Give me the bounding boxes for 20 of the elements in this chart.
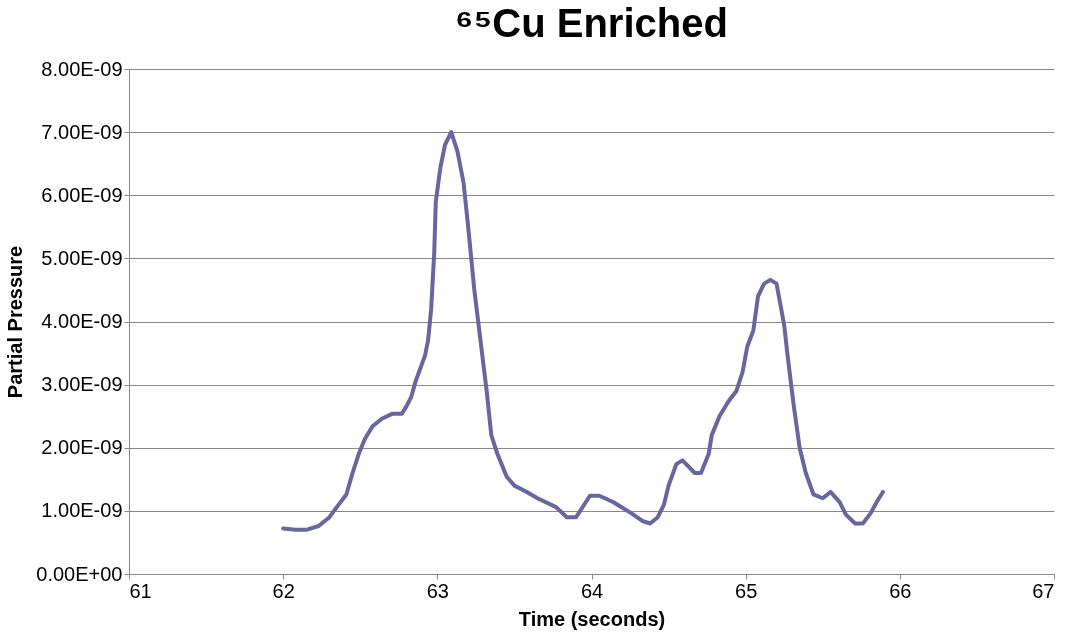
line-series: [281, 130, 885, 532]
y-tick-label: 8.00E-09: [41, 57, 123, 80]
x-tick-label: 66: [889, 579, 912, 602]
y-tick-label: 2.00E-09: [41, 436, 123, 459]
x-tick-label: 65: [735, 579, 758, 602]
y-tick-label: 3.00E-09: [41, 373, 123, 396]
x-tick-label: 61: [129, 579, 152, 602]
y-tick-label: 7.00E-09: [41, 120, 123, 143]
y-axis-title: Partial Pressure: [4, 245, 27, 399]
y-tick-label: 4.00E-09: [41, 310, 123, 332]
y-tick-label: 1.00E-09: [41, 499, 123, 522]
x-tick-label: 63: [426, 579, 449, 602]
x-tick-label: 64: [580, 579, 604, 602]
x-axis-title: Time (seconds): [518, 607, 666, 630]
x-tick-label: 62: [272, 579, 295, 602]
y-tick-label: 6.00E-09: [41, 183, 123, 206]
chart-title: ⁶⁵Cu Enriched: [455, 1, 728, 45]
x-tick-label: 67: [1032, 579, 1055, 602]
y-tick-label: 5.00E-09: [41, 246, 123, 269]
y-tick-label: 0.00E+00: [36, 562, 123, 585]
